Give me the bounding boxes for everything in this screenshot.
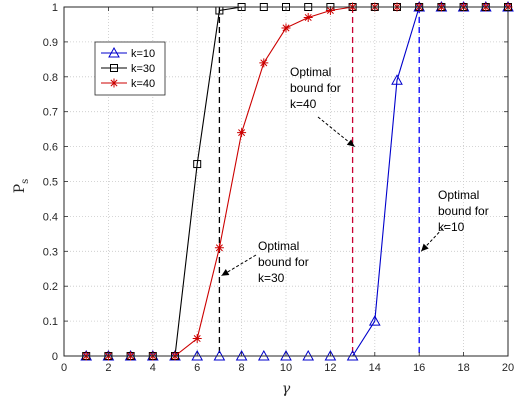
x-tick-label: 4 — [150, 362, 156, 374]
annotation-line: Optimal — [258, 239, 299, 253]
annotations: Optimal bound for k=30 Optimal bound for k=40… — [221, 65, 489, 285]
y-tick-label: 0.9 — [43, 37, 58, 49]
annotation: Optimal bound for k=40 — [290, 65, 355, 147]
data-point-asterisk — [303, 12, 313, 22]
annotation-line: Optimal — [438, 188, 479, 202]
legend-label: k=40 — [131, 78, 155, 90]
data-point-triangle — [391, 74, 403, 85]
axis-ticks: 0 2 4 6 8 10 12 14 16 18 20 0 0.1 0.2 0.3 0.4 0.5 0.6 0.7 0… — [43, 2, 514, 374]
annotation-arrow-line — [221, 254, 257, 277]
y-tick-label: 0.7 — [43, 107, 58, 119]
legend-entry: k=30 — [101, 63, 155, 75]
data-point-asterisk — [192, 334, 202, 344]
annotation-line: bound for — [258, 255, 309, 269]
x-tick-label: 8 — [239, 362, 245, 374]
x-tick-label: 20 — [502, 362, 514, 374]
legend-entry: k=10 — [101, 46, 155, 60]
annotation-line: k=40 — [290, 97, 317, 111]
data-point-asterisk — [281, 23, 291, 33]
annotation-line: k=30 — [258, 271, 285, 285]
data-point-asterisk — [237, 128, 247, 138]
y-tick-label: 0.6 — [43, 142, 58, 154]
annotation-arrow-head — [421, 243, 429, 252]
annotation-arrow-line — [317, 116, 355, 147]
data-point-asterisk — [214, 243, 224, 253]
x-tick-label: 10 — [280, 362, 292, 374]
data-point-triangle — [368, 315, 381, 326]
y-axis-title: Ps — [12, 179, 31, 194]
y-tick-label: 0.1 — [43, 316, 58, 328]
y-tick-label: 0.4 — [43, 211, 58, 223]
y-tick-label: 0 — [52, 351, 58, 363]
annotation-line: k=10 — [438, 220, 465, 234]
legend-label: k=30 — [131, 63, 155, 75]
annotation-line: bound for — [438, 204, 489, 218]
annotation-line: Optimal — [290, 65, 331, 79]
x-tick-label: 16 — [413, 362, 425, 374]
x-tick-label: 18 — [457, 362, 469, 374]
y-tick-label: 0.8 — [43, 72, 58, 84]
x-tick-label: 2 — [105, 362, 111, 374]
annotation-arrow-head — [221, 269, 230, 276]
x-axis-title: γ — [282, 381, 291, 397]
annotation-text: Optimal bound for k=40 — [290, 65, 341, 111]
annotation-text: Optimal bound for k=30 — [258, 239, 309, 285]
y-tick-label: 0.2 — [43, 281, 58, 293]
optimal-bound-lines — [218, 7, 420, 356]
y-axis-title-sub: s — [20, 179, 31, 184]
data-point-triangle — [108, 46, 120, 58]
annotation-text: Optimal bound for k=10 — [438, 188, 489, 234]
annotation: Optimal bound for k=10 — [420, 188, 489, 252]
data-point-square — [110, 64, 118, 72]
x-tick-label: 12 — [324, 362, 336, 374]
annotation: Optimal bound for k=30 — [221, 239, 309, 285]
data-point-asterisk — [109, 78, 119, 88]
y-axis-title-main: P — [12, 184, 28, 193]
annotation-arrow-head — [346, 139, 355, 147]
x-tick-label: 6 — [194, 362, 200, 374]
data-point-square — [193, 160, 202, 169]
x-tick-label: 0 — [61, 362, 67, 374]
annotation-line: bound for — [290, 81, 341, 95]
legend-entry: k=40 — [101, 78, 155, 90]
x-tick-label: 14 — [369, 362, 381, 374]
legend: k=10 k=30 k=40 — [94, 41, 166, 96]
y-tick-label: 0.5 — [43, 177, 58, 189]
y-tick-label: 1 — [52, 2, 58, 14]
legend-label: k=10 — [131, 48, 155, 60]
data-point-asterisk — [259, 58, 269, 68]
y-tick-label: 0.3 — [43, 246, 58, 258]
